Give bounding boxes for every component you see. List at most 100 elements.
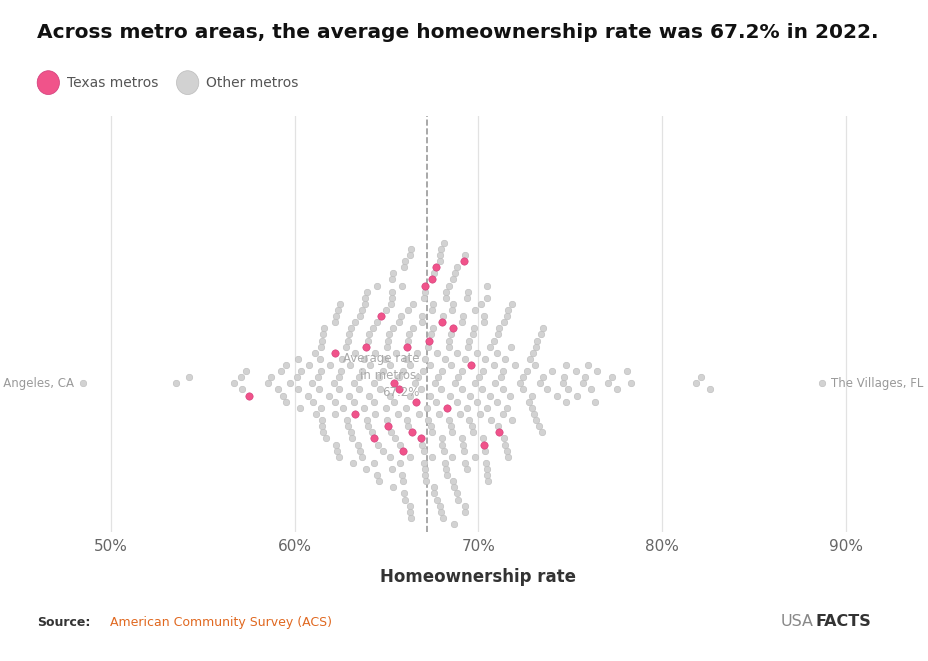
Point	[375, 366, 390, 377]
Point	[263, 372, 277, 383]
Point	[507, 360, 522, 370]
Point	[445, 427, 459, 438]
Point	[372, 384, 387, 395]
Text: Texas metros: Texas metros	[67, 75, 158, 90]
Point	[477, 354, 492, 364]
Point	[445, 482, 460, 492]
Point	[452, 408, 467, 419]
Point	[433, 384, 448, 395]
Point	[316, 323, 331, 334]
Point	[358, 342, 373, 352]
Point	[235, 384, 250, 395]
Point	[394, 280, 409, 291]
Point	[403, 506, 418, 517]
Point	[388, 348, 403, 358]
Point	[386, 397, 401, 407]
Point	[450, 372, 465, 383]
Point	[495, 384, 509, 395]
Point	[380, 421, 395, 432]
Point	[497, 354, 512, 364]
Point	[503, 342, 518, 352]
Point	[290, 384, 305, 395]
Point	[347, 408, 362, 419]
Point	[609, 384, 624, 395]
Point	[482, 390, 496, 401]
Point	[422, 390, 437, 401]
Point	[460, 342, 475, 352]
Point	[529, 335, 544, 346]
Point	[561, 384, 575, 395]
Point	[387, 433, 402, 444]
Point	[456, 311, 470, 321]
Point	[358, 463, 373, 474]
Point	[417, 463, 432, 474]
Point	[402, 500, 417, 511]
Point	[702, 384, 716, 395]
Point	[393, 311, 408, 321]
Text: Across metro areas, the average homeownership rate was 67.2% in 2022.: Across metro areas, the average homeowne…	[37, 23, 878, 42]
Point	[434, 439, 449, 449]
Point	[391, 408, 406, 419]
Point	[400, 335, 415, 346]
Point	[475, 366, 490, 377]
Point	[576, 372, 591, 383]
Point	[436, 237, 451, 248]
Point	[361, 329, 376, 340]
Text: FACTS: FACTS	[815, 614, 870, 629]
Point	[449, 397, 464, 407]
Point	[479, 403, 494, 413]
Point	[381, 329, 396, 340]
Point	[290, 372, 304, 383]
Point	[500, 305, 515, 315]
Point	[329, 311, 343, 321]
Point	[335, 403, 350, 413]
Point	[400, 305, 415, 315]
Point	[322, 390, 337, 401]
Point	[332, 299, 347, 309]
Point	[343, 323, 358, 334]
Point	[362, 360, 377, 370]
Point	[589, 366, 604, 377]
Point	[476, 317, 491, 328]
Point	[429, 348, 444, 358]
Point	[525, 348, 540, 358]
Point	[688, 378, 702, 389]
Point	[456, 256, 470, 266]
Point	[301, 390, 316, 401]
Point	[364, 427, 379, 438]
Point	[474, 384, 489, 395]
Point	[486, 360, 501, 370]
Point	[331, 372, 346, 383]
Point	[586, 397, 601, 407]
Point	[292, 403, 307, 413]
Point	[425, 323, 440, 334]
Point	[407, 378, 422, 389]
Point	[460, 286, 475, 297]
Point	[282, 378, 297, 389]
Point	[470, 348, 484, 358]
Point	[428, 397, 443, 407]
Point	[533, 329, 548, 340]
Point	[580, 360, 595, 370]
Point	[415, 366, 430, 377]
Point	[439, 403, 454, 413]
Point	[327, 397, 342, 407]
Point	[449, 488, 464, 498]
Point	[380, 414, 394, 425]
Point	[512, 378, 527, 389]
Point	[344, 457, 359, 468]
Point	[445, 274, 460, 285]
Point	[314, 414, 329, 425]
Point	[303, 378, 318, 389]
Point	[455, 366, 470, 377]
Point	[458, 354, 472, 364]
Point	[479, 293, 494, 303]
Point	[462, 390, 477, 401]
Point	[480, 476, 495, 486]
Point	[276, 390, 290, 401]
Point	[465, 427, 480, 438]
Point	[486, 335, 501, 346]
Point	[489, 397, 504, 407]
Point	[418, 354, 432, 364]
Point	[459, 463, 474, 474]
